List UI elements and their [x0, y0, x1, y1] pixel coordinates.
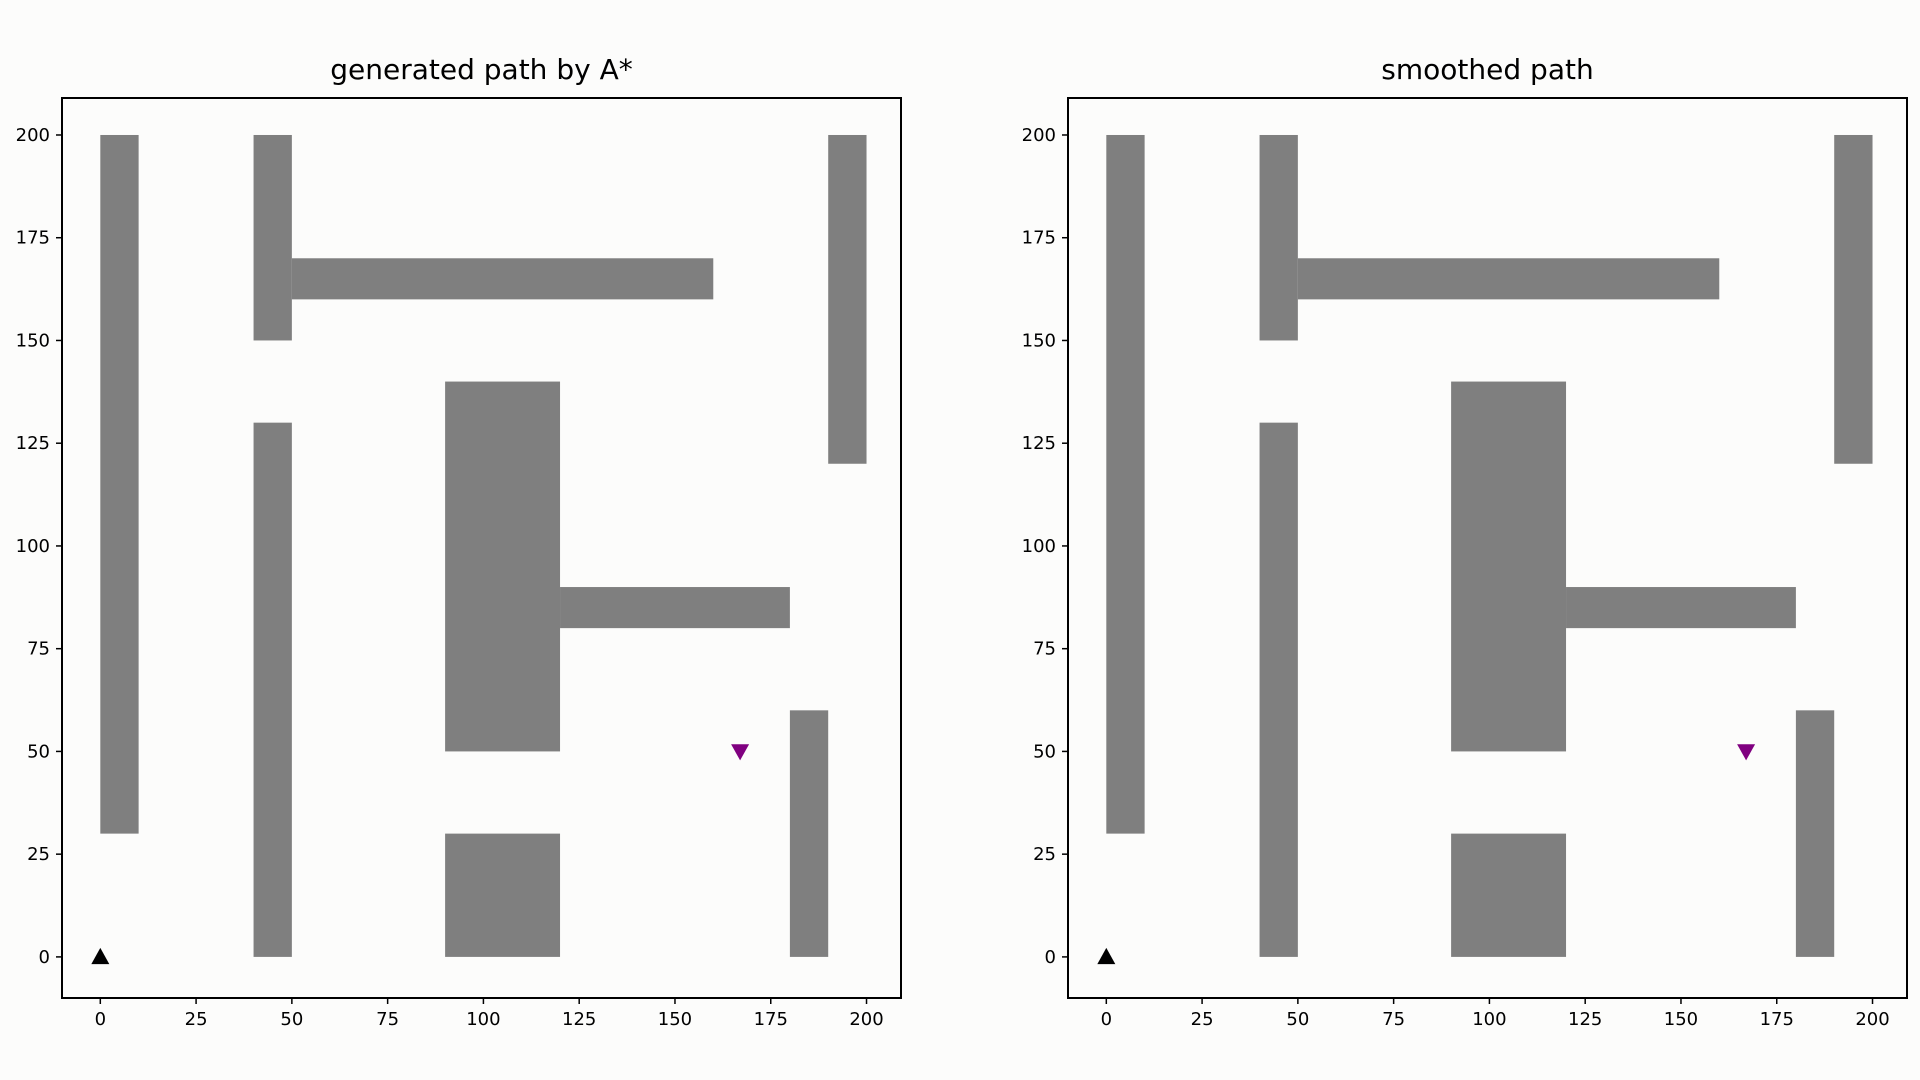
obstacle-5 [445, 381, 561, 752]
obstacle-8 [789, 710, 829, 957]
obstacle-0 [1106, 134, 1145, 834]
x-tick-label: 50 [280, 1009, 303, 1030]
y-tick-label: 175 [16, 228, 50, 249]
plot-smoothed-path: smoothed path 0 25 50 75 100 125 150 175 200 0 25 5… [1022, 53, 1908, 1030]
obstacle-3 [1834, 134, 1873, 464]
y-tick-label: 200 [16, 125, 50, 146]
x-tick-label: 175 [754, 1009, 788, 1030]
y-tick-label: 125 [16, 433, 50, 454]
x-tick-label: 175 [1760, 1009, 1794, 1030]
obstacle-2 [1297, 258, 1720, 300]
y-tick-label: 25 [1033, 844, 1056, 865]
chart-title: smoothed path [1381, 53, 1593, 86]
obstacle-6 [560, 587, 790, 629]
x-tick-label: 100 [1472, 1009, 1506, 1030]
y-tick-label: 125 [1022, 433, 1056, 454]
obstacle-5 [1451, 381, 1567, 752]
x-tick-label: 25 [1191, 1009, 1214, 1030]
obstacle-4 [253, 422, 292, 957]
chart-title: generated path by A* [330, 53, 632, 86]
goal-marker [1737, 744, 1756, 761]
x-tick-label: 75 [376, 1009, 399, 1030]
x-tick-label: 0 [1101, 1009, 1112, 1030]
y-tick-label: 150 [16, 330, 50, 351]
obstacle-6 [1566, 587, 1796, 629]
obstacle-8 [1795, 710, 1835, 957]
y-tick-label: 75 [27, 639, 50, 660]
start-marker [91, 947, 110, 965]
obstacle-1 [1259, 134, 1298, 341]
goal-marker [731, 744, 750, 761]
obstacle-2 [291, 258, 714, 300]
y-tick-label: 50 [1033, 741, 1056, 762]
x-tick-label: 50 [1286, 1009, 1309, 1030]
obstacle-7 [445, 833, 561, 957]
start-marker [1097, 947, 1116, 965]
axes-frame [61, 97, 902, 999]
x-tick-label: 100 [466, 1009, 500, 1030]
obstacle-1 [253, 134, 292, 341]
plot-generated-path: generated path by A* 0 25 50 75 100 125 150 175… [16, 53, 902, 1030]
x-tick-label: 75 [1382, 1009, 1405, 1030]
y-tick-label: 50 [27, 741, 50, 762]
obstacle-7 [1451, 833, 1567, 957]
y-tick-label: 25 [27, 844, 50, 865]
y-tick-label: 175 [1022, 228, 1056, 249]
x-tick-label: 150 [1664, 1009, 1698, 1030]
x-tick-label: 0 [95, 1009, 106, 1030]
x-tick-label: 150 [658, 1009, 692, 1030]
y-tick-label: 100 [16, 536, 50, 557]
x-tick-label: 125 [562, 1009, 596, 1030]
y-tick-label: 0 [39, 947, 50, 968]
x-tick-label: 200 [849, 1009, 883, 1030]
x-tick-label: 125 [1568, 1009, 1602, 1030]
y-tick-label: 75 [1033, 639, 1056, 660]
obstacle-0 [100, 134, 139, 834]
y-tick-label: 200 [1022, 125, 1056, 146]
obstacle-3 [828, 134, 867, 464]
y-tick-label: 100 [1022, 536, 1056, 557]
x-tick-label: 200 [1855, 1009, 1889, 1030]
axes-frame [1067, 97, 1908, 999]
y-tick-label: 0 [1045, 947, 1056, 968]
x-tick-label: 25 [185, 1009, 208, 1030]
obstacle-4 [1259, 422, 1298, 957]
y-tick-label: 150 [1022, 330, 1056, 351]
